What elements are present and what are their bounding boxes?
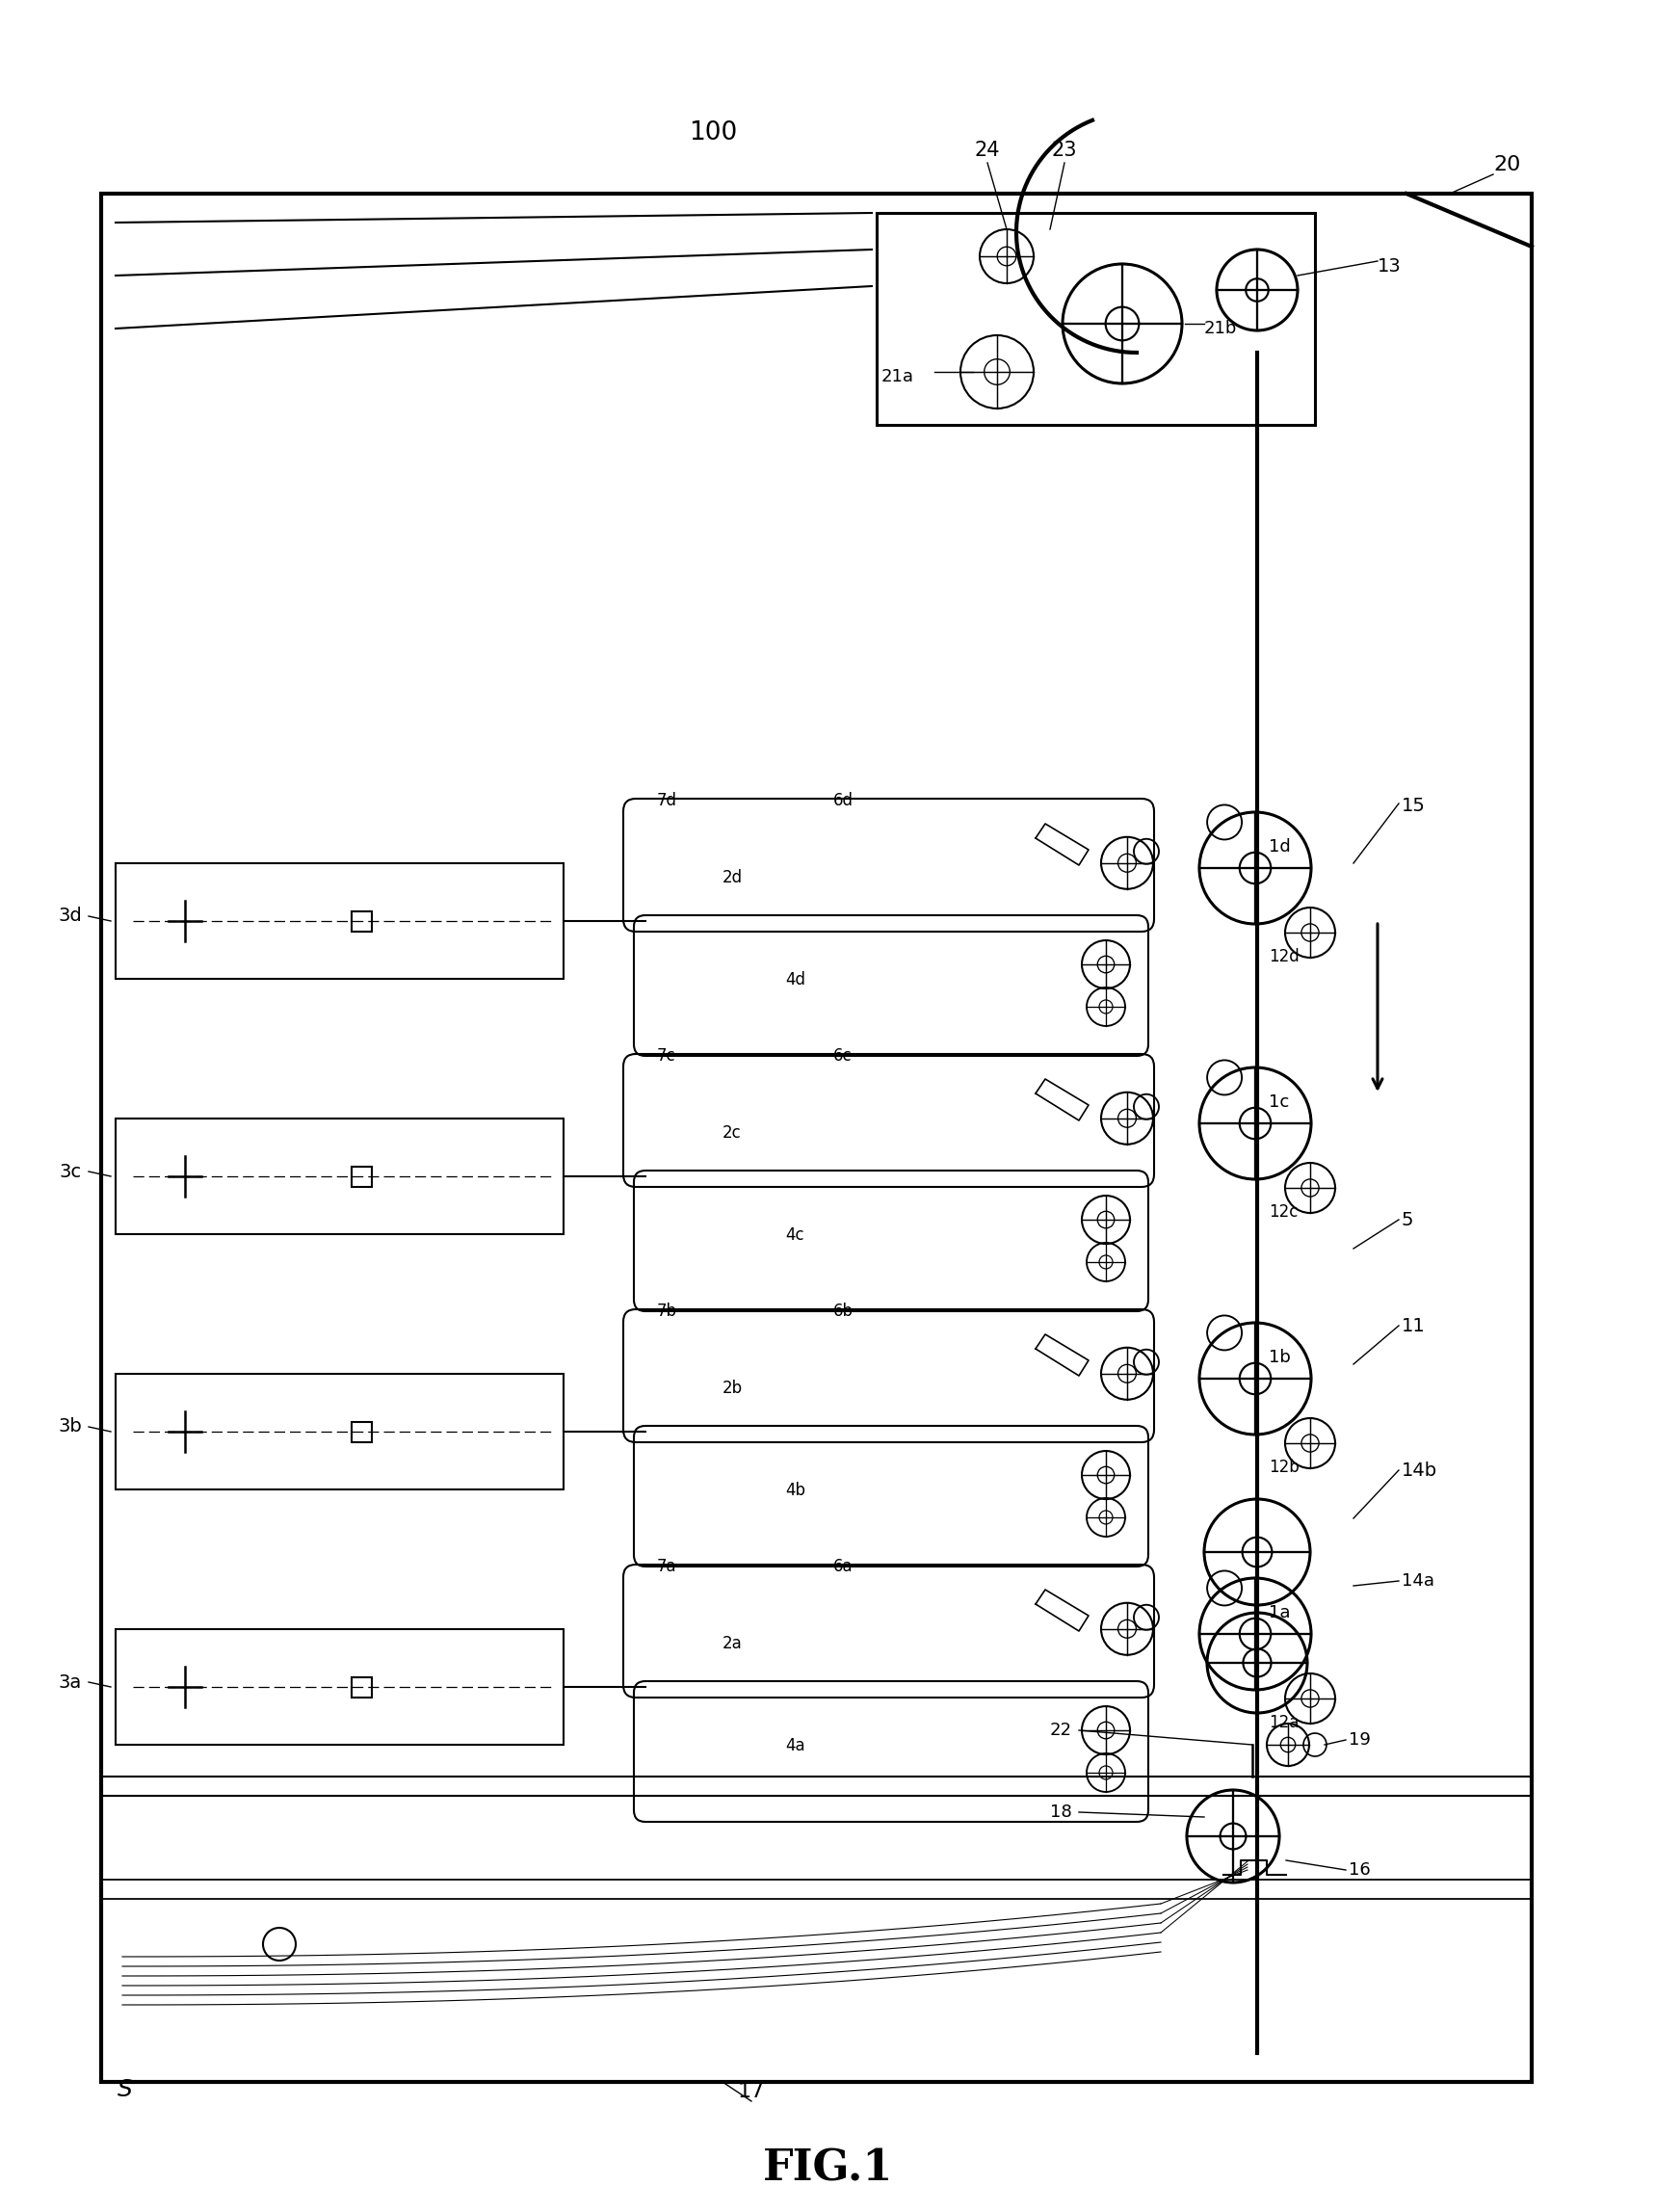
Text: 5: 5 [1402, 1210, 1413, 1230]
Bar [101, 195, 1531, 2081]
Text: 4d: 4d [784, 971, 806, 989]
Text: 13: 13 [1377, 257, 1402, 274]
Text: 6b: 6b [832, 1303, 854, 1321]
Bar [116, 863, 564, 980]
Bar [351, 1166, 371, 1186]
Text: 7b: 7b [657, 1303, 677, 1321]
Text: 22: 22 [1049, 1721, 1072, 1739]
Text: 2d: 2d [723, 869, 743, 887]
Text: 4a: 4a [784, 1736, 804, 1754]
Text: 12c: 12c [1269, 1203, 1298, 1221]
Text: 3c: 3c [60, 1161, 81, 1181]
Text: 11: 11 [1402, 1316, 1425, 1334]
Text: 14a: 14a [1402, 1573, 1435, 1590]
Text: 24: 24 [975, 142, 1000, 159]
Text: 1b: 1b [1269, 1349, 1291, 1367]
Text: 7c: 7c [657, 1046, 675, 1064]
Text: S: S [118, 2077, 132, 2101]
Text: 100: 100 [688, 119, 736, 146]
Text: 15: 15 [1402, 796, 1425, 814]
Text: 2c: 2c [723, 1124, 741, 1141]
Text: 14b: 14b [1402, 1460, 1438, 1480]
Text: 18: 18 [1049, 1803, 1072, 1820]
Text: 12a: 12a [1269, 1714, 1299, 1732]
Bar [351, 911, 371, 931]
Polygon shape [1036, 1079, 1089, 1121]
Text: 21b: 21b [1205, 321, 1238, 336]
Text: 16: 16 [1349, 1860, 1370, 1878]
Text: 1d: 1d [1269, 838, 1291, 856]
Text: 2a: 2a [723, 1635, 743, 1652]
Text: 12d: 12d [1269, 949, 1299, 964]
Text: 6c: 6c [832, 1046, 852, 1064]
Text: 6d: 6d [832, 792, 854, 810]
Text: 2b: 2b [723, 1380, 743, 1398]
Text: 7d: 7d [657, 792, 677, 810]
Bar [877, 212, 1316, 425]
Text: 3a: 3a [58, 1672, 81, 1692]
Text: 6a: 6a [832, 1557, 852, 1575]
Text: 20: 20 [1493, 155, 1521, 175]
Bar [116, 1119, 564, 1234]
Bar [351, 1677, 371, 1697]
Text: 17: 17 [738, 2081, 765, 2101]
Text: 21a: 21a [882, 367, 914, 385]
Text: 4b: 4b [784, 1482, 806, 1500]
Polygon shape [1036, 823, 1089, 865]
Text: 3d: 3d [58, 907, 81, 925]
Text: 1c: 1c [1269, 1093, 1289, 1110]
Text: 12b: 12b [1269, 1458, 1299, 1475]
Polygon shape [1036, 1590, 1089, 1630]
Bar [116, 1628, 564, 1745]
Text: 4c: 4c [784, 1225, 804, 1243]
Text: 7a: 7a [657, 1557, 677, 1575]
Bar [351, 1422, 371, 1442]
Text: 23: 23 [1051, 142, 1077, 159]
Text: 19: 19 [1349, 1732, 1370, 1750]
Text: 1a: 1a [1269, 1604, 1291, 1621]
Text: 3b: 3b [58, 1418, 81, 1436]
Text: FIG.1: FIG.1 [763, 2148, 892, 2190]
Polygon shape [1036, 1334, 1089, 1376]
Bar [116, 1374, 564, 1489]
